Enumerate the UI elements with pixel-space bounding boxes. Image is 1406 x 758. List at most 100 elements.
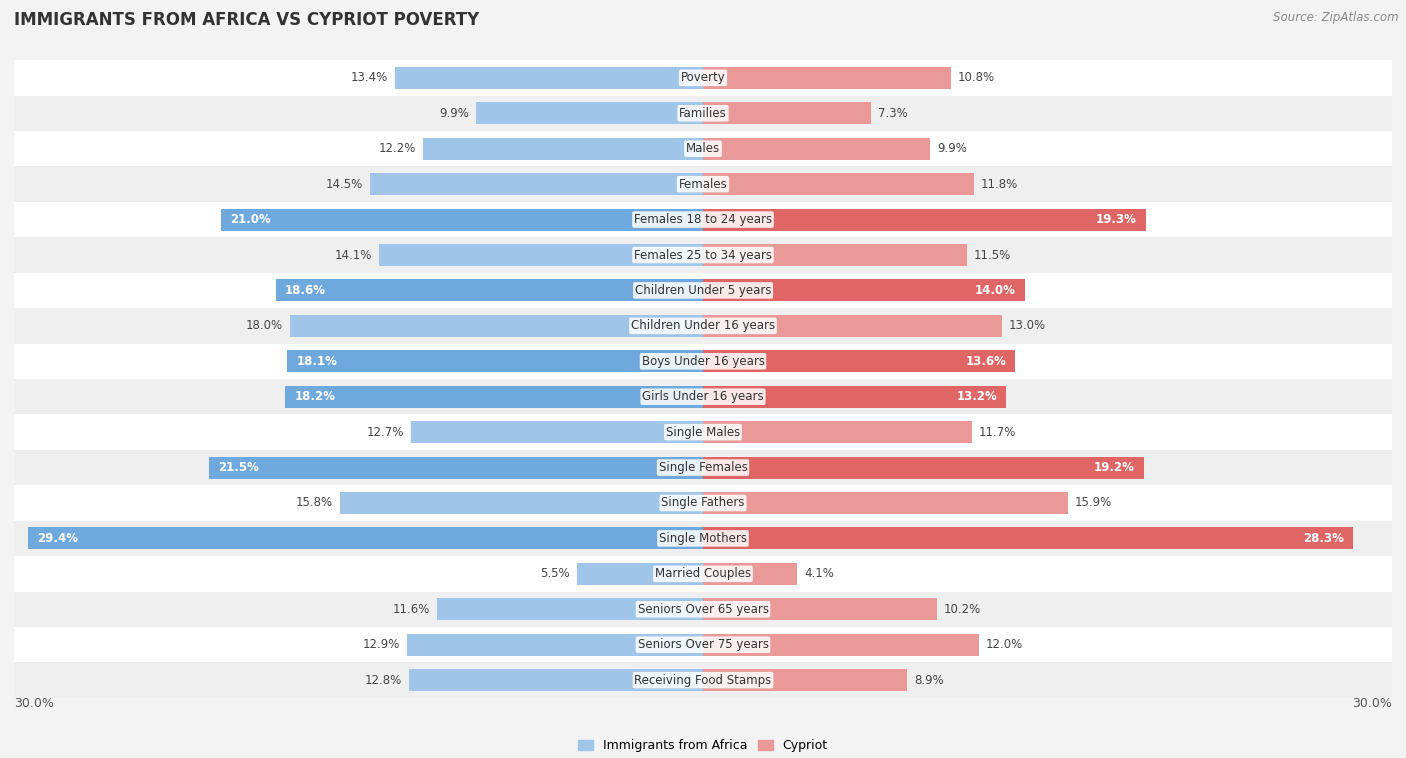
Text: 11.5%: 11.5% <box>974 249 1011 262</box>
Text: 8.9%: 8.9% <box>914 674 943 687</box>
Bar <box>14 167 1392 202</box>
Text: Receiving Food Stamps: Receiving Food Stamps <box>634 674 772 687</box>
Bar <box>290 315 703 337</box>
Bar <box>14 379 1392 415</box>
Bar <box>423 138 703 160</box>
Bar <box>209 456 703 478</box>
Text: 13.0%: 13.0% <box>1008 319 1046 332</box>
Text: 11.6%: 11.6% <box>392 603 430 615</box>
Text: Single Fathers: Single Fathers <box>661 496 745 509</box>
Text: 21.0%: 21.0% <box>231 213 271 226</box>
Bar <box>380 244 703 266</box>
Text: 11.7%: 11.7% <box>979 426 1017 439</box>
Text: Girls Under 16 years: Girls Under 16 years <box>643 390 763 403</box>
Bar <box>703 244 967 266</box>
Text: 10.2%: 10.2% <box>945 603 981 615</box>
Bar <box>437 598 703 620</box>
Bar <box>14 449 1392 485</box>
Text: 30.0%: 30.0% <box>1353 697 1392 709</box>
Bar <box>14 309 1392 343</box>
Text: 10.8%: 10.8% <box>957 71 995 84</box>
Bar <box>703 315 1001 337</box>
Text: Married Couples: Married Couples <box>655 567 751 581</box>
Text: 18.2%: 18.2% <box>294 390 335 403</box>
Text: 9.9%: 9.9% <box>938 143 967 155</box>
Bar <box>14 627 1392 662</box>
Bar <box>703 421 972 443</box>
Bar <box>703 669 907 691</box>
Bar <box>14 131 1392 167</box>
Text: Females 18 to 24 years: Females 18 to 24 years <box>634 213 772 226</box>
Text: 4.1%: 4.1% <box>804 567 834 581</box>
Text: Single Mothers: Single Mothers <box>659 532 747 545</box>
Bar <box>14 273 1392 309</box>
Text: Single Females: Single Females <box>658 461 748 474</box>
Bar <box>703 350 1015 372</box>
Bar <box>287 350 703 372</box>
Text: Source: ZipAtlas.com: Source: ZipAtlas.com <box>1274 11 1399 24</box>
Bar <box>703 563 797 585</box>
Bar <box>14 662 1392 698</box>
Text: 21.5%: 21.5% <box>218 461 259 474</box>
Text: 13.4%: 13.4% <box>352 71 388 84</box>
Text: Single Males: Single Males <box>666 426 740 439</box>
Bar <box>703 173 974 195</box>
Bar <box>370 173 703 195</box>
Bar <box>14 96 1392 131</box>
Text: Families: Families <box>679 107 727 120</box>
Bar <box>14 521 1392 556</box>
Text: 30.0%: 30.0% <box>14 697 53 709</box>
Text: 29.4%: 29.4% <box>37 532 77 545</box>
Text: 11.8%: 11.8% <box>981 177 1018 191</box>
Text: 19.2%: 19.2% <box>1094 461 1135 474</box>
Bar <box>276 280 703 302</box>
Bar <box>28 528 703 550</box>
Text: 9.9%: 9.9% <box>439 107 468 120</box>
Bar <box>412 421 703 443</box>
Bar <box>703 208 1146 230</box>
Text: 19.3%: 19.3% <box>1097 213 1137 226</box>
Text: Females 25 to 34 years: Females 25 to 34 years <box>634 249 772 262</box>
Bar <box>14 591 1392 627</box>
Bar <box>221 208 703 230</box>
Text: 7.3%: 7.3% <box>877 107 907 120</box>
Text: 14.1%: 14.1% <box>335 249 373 262</box>
Bar <box>703 67 950 89</box>
Text: 13.2%: 13.2% <box>956 390 997 403</box>
Text: 18.6%: 18.6% <box>285 284 326 297</box>
Text: Children Under 16 years: Children Under 16 years <box>631 319 775 332</box>
Text: 18.0%: 18.0% <box>246 319 283 332</box>
Bar <box>395 67 703 89</box>
Text: 12.8%: 12.8% <box>366 674 402 687</box>
Text: 28.3%: 28.3% <box>1303 532 1344 545</box>
Bar <box>14 237 1392 273</box>
Text: 18.1%: 18.1% <box>297 355 337 368</box>
Bar <box>576 563 703 585</box>
Text: IMMIGRANTS FROM AFRICA VS CYPRIOT POVERTY: IMMIGRANTS FROM AFRICA VS CYPRIOT POVERT… <box>14 11 479 30</box>
Bar <box>703 528 1353 550</box>
Bar <box>14 343 1392 379</box>
Bar <box>14 556 1392 591</box>
Bar <box>14 415 1392 449</box>
Text: 13.6%: 13.6% <box>966 355 1007 368</box>
Text: Females: Females <box>679 177 727 191</box>
Text: 12.2%: 12.2% <box>378 143 416 155</box>
Bar <box>703 492 1069 514</box>
Bar <box>285 386 703 408</box>
Bar <box>703 280 1025 302</box>
Text: 15.8%: 15.8% <box>297 496 333 509</box>
Text: Seniors Over 75 years: Seniors Over 75 years <box>637 638 769 651</box>
Bar <box>475 102 703 124</box>
Bar <box>14 485 1392 521</box>
Bar <box>703 102 870 124</box>
Legend: Immigrants from Africa, Cypriot: Immigrants from Africa, Cypriot <box>574 735 832 757</box>
Bar <box>409 669 703 691</box>
Bar <box>340 492 703 514</box>
Bar <box>703 456 1144 478</box>
Text: Boys Under 16 years: Boys Under 16 years <box>641 355 765 368</box>
Text: Poverty: Poverty <box>681 71 725 84</box>
Bar <box>703 634 979 656</box>
Bar <box>703 138 931 160</box>
Text: 5.5%: 5.5% <box>540 567 569 581</box>
Text: 12.9%: 12.9% <box>363 638 399 651</box>
